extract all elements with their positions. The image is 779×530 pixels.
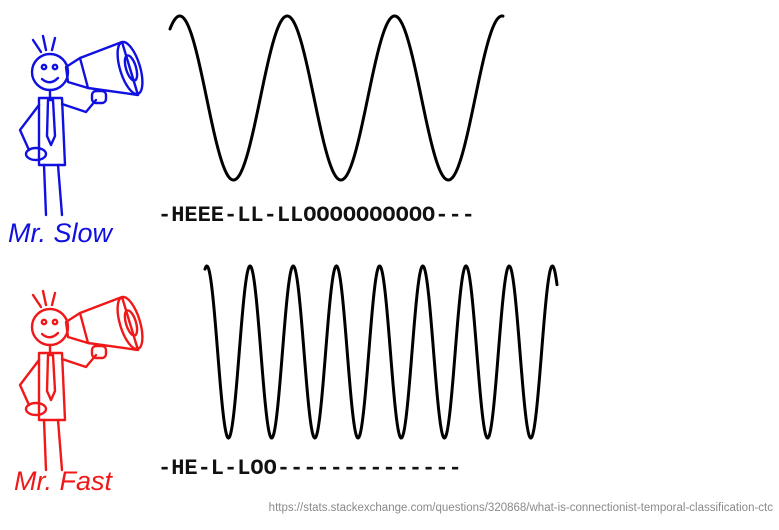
mr-fast-label: Mr. Fast: [14, 466, 112, 496]
fast-transcription: -HE-L-LOO--------------: [158, 456, 462, 481]
fast-speech-waveform: [203, 264, 559, 440]
source-url: https://stats.stackexchange.com/question…: [268, 502, 773, 514]
mr-fast-figure: .fastfig .fill{fill:#f01818;}: [18, 289, 149, 472]
slow-speech-waveform: [168, 14, 505, 182]
slow-transcription: -HEEE-LL-LLOOOOOOOOOO---: [158, 203, 475, 228]
mr-slow-figure: .slowfig .fill{fill:#1010e0;}: [18, 34, 149, 217]
mr-slow-label: Mr. Slow: [8, 218, 113, 248]
